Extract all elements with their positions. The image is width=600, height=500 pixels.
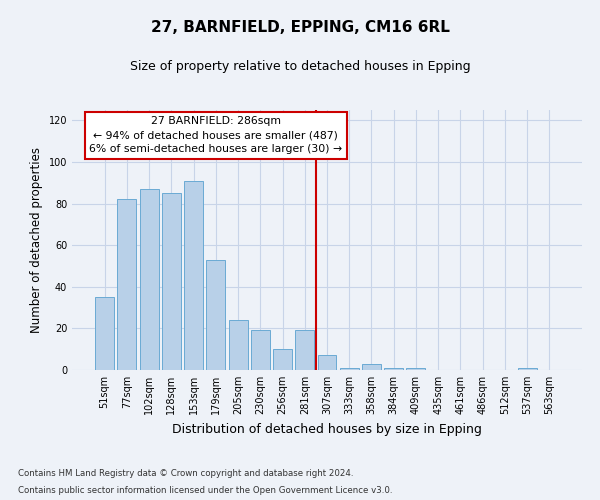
X-axis label: Distribution of detached houses by size in Epping: Distribution of detached houses by size … (172, 422, 482, 436)
Text: Contains HM Land Registry data © Crown copyright and database right 2024.: Contains HM Land Registry data © Crown c… (18, 468, 353, 477)
Bar (362, 364, 381, 370)
Bar (251, 330, 270, 370)
Bar (273, 349, 292, 370)
Text: Size of property relative to detached houses in Epping: Size of property relative to detached ho… (130, 60, 470, 73)
Bar (406, 368, 425, 370)
Bar (162, 193, 181, 370)
Bar (384, 368, 403, 370)
Bar (140, 189, 158, 370)
Bar (340, 368, 359, 370)
Bar (518, 368, 536, 370)
Y-axis label: Number of detached properties: Number of detached properties (30, 147, 43, 333)
Bar (206, 260, 225, 370)
Text: 27 BARNFIELD: 286sqm
← 94% of detached houses are smaller (487)
6% of semi-detac: 27 BARNFIELD: 286sqm ← 94% of detached h… (89, 116, 343, 154)
Bar (295, 330, 314, 370)
Bar (184, 180, 203, 370)
Bar (229, 320, 248, 370)
Bar (317, 356, 337, 370)
Text: 27, BARNFIELD, EPPING, CM16 6RL: 27, BARNFIELD, EPPING, CM16 6RL (151, 20, 449, 35)
Bar (118, 200, 136, 370)
Text: Contains public sector information licensed under the Open Government Licence v3: Contains public sector information licen… (18, 486, 392, 495)
Bar (95, 297, 114, 370)
